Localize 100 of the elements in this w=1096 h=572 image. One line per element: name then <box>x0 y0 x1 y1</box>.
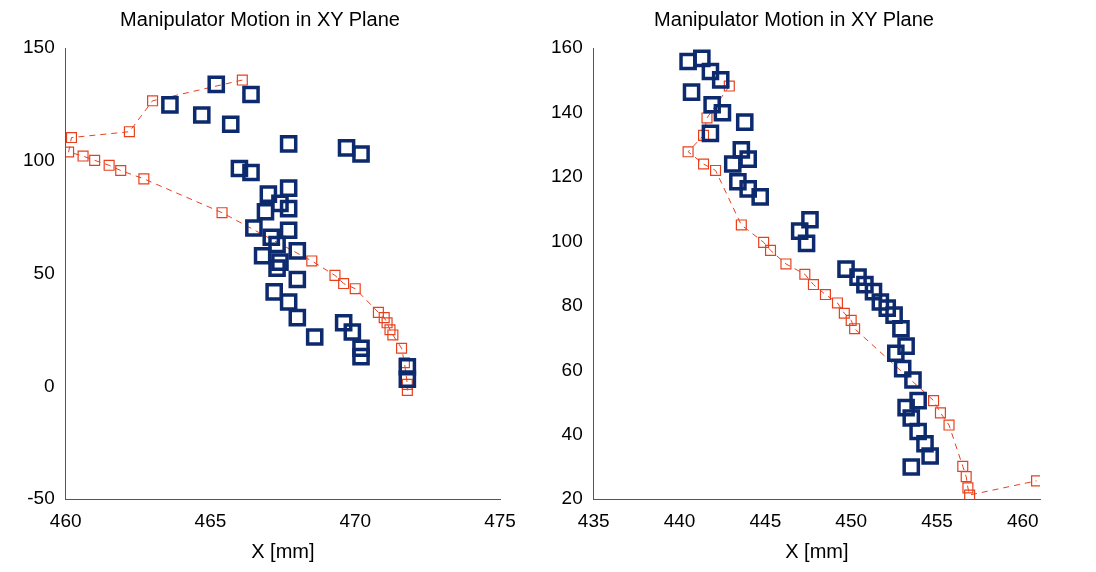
point <box>758 236 770 248</box>
point <box>279 221 298 240</box>
point <box>886 344 905 363</box>
point <box>921 447 939 465</box>
y-tick-label: 140 <box>551 100 583 122</box>
point <box>703 95 721 114</box>
point <box>701 112 713 124</box>
point <box>962 482 974 494</box>
point <box>764 244 777 256</box>
point <box>329 269 341 281</box>
point <box>396 342 408 354</box>
point <box>256 202 275 221</box>
x-tick-label: 455 <box>921 509 953 531</box>
point <box>352 339 370 358</box>
chart-title: Manipulator Motion in XY Plane <box>654 7 934 30</box>
point <box>279 135 298 153</box>
point <box>701 62 720 81</box>
y-tick-label: -50 <box>27 487 55 509</box>
point <box>698 129 710 141</box>
point <box>909 391 927 410</box>
point <box>207 75 226 94</box>
point <box>242 85 260 104</box>
x-tick-label: 470 <box>339 509 372 531</box>
point <box>338 277 350 290</box>
point <box>306 255 318 267</box>
point <box>161 96 179 114</box>
point <box>305 328 324 346</box>
point <box>904 371 922 389</box>
point <box>65 132 78 144</box>
point <box>849 268 867 286</box>
x-tick-label: 440 <box>663 509 696 531</box>
point <box>837 260 855 278</box>
point <box>271 253 289 271</box>
point <box>739 150 758 169</box>
point <box>372 306 384 318</box>
point <box>838 307 850 319</box>
point <box>103 159 115 171</box>
point <box>916 434 934 453</box>
point <box>797 234 816 253</box>
point <box>693 49 711 68</box>
point <box>711 71 730 89</box>
point <box>897 337 915 355</box>
point <box>216 207 228 219</box>
point <box>192 106 211 124</box>
point <box>790 222 809 240</box>
point <box>751 188 770 206</box>
point <box>739 180 758 198</box>
point <box>288 241 307 260</box>
point <box>259 185 278 204</box>
point <box>735 113 754 131</box>
point <box>288 308 307 327</box>
y-tick-label: 50 <box>33 261 55 283</box>
x-tick-label: 460 <box>1006 509 1039 531</box>
point <box>710 164 722 177</box>
point <box>343 323 362 341</box>
point <box>279 199 298 218</box>
y-tick-label: 80 <box>561 294 583 316</box>
point <box>723 155 742 173</box>
point <box>856 275 874 294</box>
point <box>398 357 417 376</box>
point <box>909 422 927 441</box>
y-tick-label: 100 <box>23 149 55 171</box>
point <box>349 283 361 295</box>
point <box>378 312 390 324</box>
point <box>819 289 831 301</box>
point <box>138 173 150 185</box>
point <box>245 219 263 237</box>
point <box>735 219 747 231</box>
point <box>268 259 286 278</box>
point <box>871 293 890 311</box>
point <box>864 282 883 301</box>
point <box>928 395 940 407</box>
point <box>65 146 75 158</box>
point <box>115 164 127 177</box>
point <box>387 329 399 341</box>
point <box>242 163 260 182</box>
x-tick-label: 465 <box>194 509 227 531</box>
point <box>279 293 298 311</box>
point <box>729 172 747 191</box>
point <box>89 154 101 166</box>
point <box>352 145 370 163</box>
y-tick-label: 160 <box>551 36 583 58</box>
point <box>698 158 710 170</box>
point <box>960 471 972 483</box>
point <box>845 314 857 326</box>
point <box>384 324 396 336</box>
point <box>288 270 307 289</box>
point <box>682 146 694 158</box>
point <box>279 179 298 197</box>
point <box>713 103 732 122</box>
point <box>701 124 720 143</box>
x-axis-title: X [mm] <box>251 539 315 562</box>
x-tick-label: 460 <box>49 509 82 531</box>
x-tick-label: 450 <box>835 509 868 531</box>
point <box>902 458 921 476</box>
point <box>682 83 701 101</box>
point <box>934 407 946 419</box>
y-tick-label: 40 <box>561 422 583 444</box>
point <box>230 159 249 178</box>
point <box>123 126 135 138</box>
